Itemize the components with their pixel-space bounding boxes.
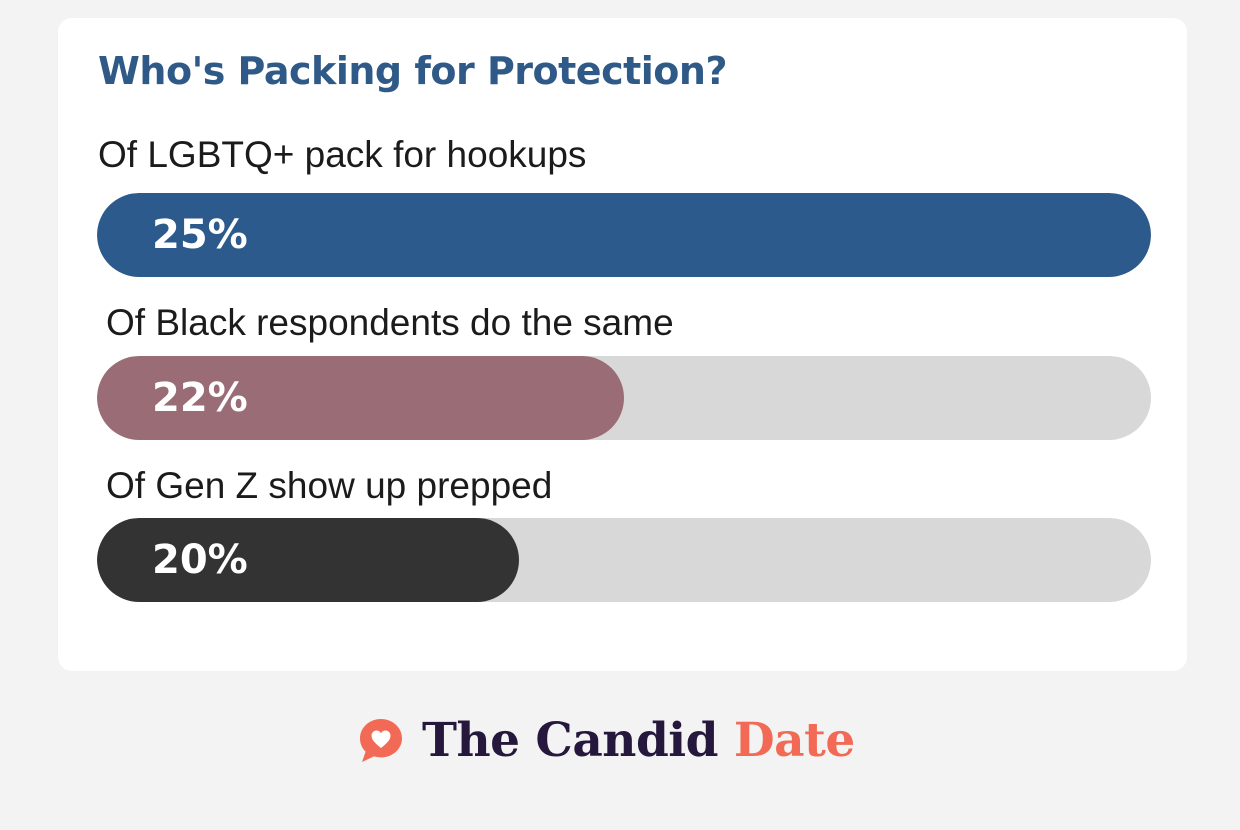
bar-track-gen-z: 20% xyxy=(97,518,1151,602)
bar-fill-gen-z xyxy=(97,518,519,602)
bar-fill-lgbtq xyxy=(97,193,1151,277)
bar-value-gen-z: 20% xyxy=(152,537,248,583)
bar-label-black-respondents: Of Black respondents do the same xyxy=(106,302,674,343)
heart-speech-bubble-icon xyxy=(360,719,402,762)
bar-label-lgbtq: Of LGBTQ+ pack for hookups xyxy=(98,134,587,175)
bar-value-lgbtq: 25% xyxy=(152,212,248,258)
brand-name: The Candid xyxy=(422,712,719,768)
bar-value-black-respondents: 22% xyxy=(152,375,248,421)
bar-track-black-respondents: 22% xyxy=(97,356,1151,440)
bar-track-lgbtq: 25% xyxy=(97,193,1151,277)
bar-fill-black-respondents xyxy=(97,356,624,440)
chart-title: Who's Packing for Protection? xyxy=(98,49,728,93)
bar-label-gen-z: Of Gen Z show up prepped xyxy=(106,465,553,506)
brand-name-accent: Date xyxy=(733,712,855,768)
brand-logo: The Candid Date xyxy=(356,708,855,772)
